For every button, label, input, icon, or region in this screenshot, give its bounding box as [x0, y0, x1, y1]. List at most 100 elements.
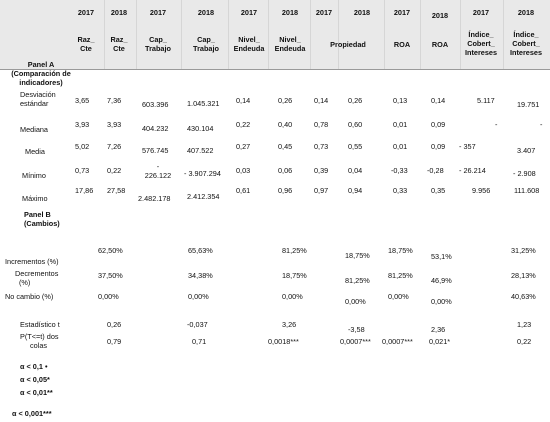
table-cell: 31,25% — [511, 246, 536, 255]
column-divider — [384, 0, 385, 69]
header-divider — [0, 69, 550, 70]
table-cell: 0,97 — [314, 186, 329, 195]
table-cell: 0,06 — [278, 166, 293, 175]
table-cell: 17,86 — [75, 186, 94, 195]
significance-legend-item: α < 0,1 • — [20, 362, 48, 371]
table-cell: 18,75% — [345, 251, 370, 260]
table-cell: 28,13% — [511, 271, 536, 280]
table-cell: 0,09 — [431, 142, 446, 151]
table-cell: 18,75% — [282, 271, 307, 280]
table-cell: 407.522 — [187, 146, 214, 155]
table-cell: 3,65 — [75, 96, 90, 105]
row-label: Mediana — [20, 125, 48, 134]
year-header: 2017 — [472, 8, 490, 17]
table-cell: 0,04 — [348, 166, 363, 175]
table-cell: 0,01 — [393, 120, 408, 129]
column-header-nivel-endeuda: Nivel_ Endeuda — [274, 35, 306, 53]
year-header: 2018 — [517, 8, 535, 17]
table-cell: 27,58 — [107, 186, 126, 195]
table-cell: 430.104 — [187, 124, 214, 133]
table-cell: 576.745 — [142, 146, 169, 155]
table-cell: 0,94 — [348, 186, 363, 195]
table-cell: 0,0007*** — [340, 337, 371, 346]
year-header: 2018 — [431, 11, 449, 20]
table-cell: 0,26 — [348, 96, 363, 105]
table-cell: 0,96 — [278, 186, 293, 195]
table-cell: 3,26 — [282, 320, 297, 329]
table-cell: 111.608 — [514, 186, 540, 195]
column-header-cap-trabajo: Cap_ Trabajo — [145, 35, 171, 53]
column-header-roa: ROA — [393, 40, 411, 49]
table-cell: 40,63% — [511, 292, 536, 301]
row-label: No cambio (%) — [5, 292, 54, 301]
table-cell: 0,00% — [388, 292, 409, 301]
table-cell: 0,14 — [314, 96, 329, 105]
year-header: 2018 — [197, 8, 215, 17]
table-cell: 0,22 — [107, 166, 122, 175]
table-cell: 37,50% — [98, 271, 123, 280]
column-header-indice-cobert: Índice_ Cobert_ Intereses — [464, 30, 498, 57]
column-divider — [181, 0, 182, 69]
row-label: Máximo — [22, 194, 48, 203]
column-divider — [228, 0, 229, 69]
table-cell: 18,75% — [388, 246, 413, 255]
significance-legend-item: α < 0,01** — [20, 388, 53, 397]
table-cell: 0,22 — [517, 337, 532, 346]
row-label: P(T<=t) dos colas — [20, 332, 59, 350]
table-cell: - 357 — [459, 142, 476, 151]
column-divider — [104, 0, 105, 69]
table-cell: 0,60 — [348, 120, 363, 129]
table-cell: 0,0018*** — [268, 337, 299, 346]
table-cell: 34,38% — [188, 271, 213, 280]
table-cell: 0,03 — [236, 166, 251, 175]
table-cell: 2,36 — [431, 325, 446, 334]
table-cell: 0,00% — [345, 297, 366, 306]
table-cell: 1,23 — [517, 320, 532, 329]
table-cell: 0,33 — [393, 186, 408, 195]
table-cell: 7,36 — [107, 96, 122, 105]
year-header: 2017 — [393, 8, 411, 17]
table-cell: - — [495, 120, 498, 129]
panel-a-title: Panel A (Comparación de indicadores) — [11, 60, 71, 87]
table-cell: 0,40 — [278, 120, 293, 129]
table-cell: 0,00% — [98, 292, 119, 301]
table-cell: 0,00% — [282, 292, 303, 301]
table-cell: 0,71 — [192, 337, 207, 346]
table-cell: 0,45 — [278, 142, 293, 151]
column-header-raz-cte: Raz_ Cte — [77, 35, 95, 53]
column-divider — [460, 0, 461, 69]
table-cell: -0,28 — [427, 166, 444, 175]
table-cell: 0,55 — [348, 142, 363, 151]
column-header-raz-cte: Raz_ Cte — [110, 35, 128, 53]
table-cell: 0,01 — [393, 142, 408, 151]
column-header-indice-cobert: Índice_ Cobert_ Intereses — [509, 30, 543, 57]
table-cell: - 26.214 — [459, 166, 486, 175]
table-cell: 9.956 — [472, 186, 491, 195]
row-label: Incrementos (%) — [5, 257, 59, 266]
table-cell: - — [540, 120, 543, 129]
table-cell: 53,1% — [431, 252, 452, 261]
column-divider — [310, 0, 311, 69]
table-cell: 19.751 — [517, 100, 540, 109]
table-cell: 0,00% — [431, 297, 452, 306]
table-cell: 81,25% — [282, 246, 307, 255]
year-header: 2017 — [315, 8, 333, 17]
year-header: 2017 — [149, 8, 167, 17]
significance-legend-item: α < 0,05* — [20, 375, 50, 384]
table-cell: - 226.122 — [144, 162, 172, 180]
row-label: Decrementos (%) — [15, 269, 59, 287]
significance-legend-item: α < 0,001*** — [12, 409, 52, 418]
column-divider — [268, 0, 269, 69]
table-cell: 7,26 — [107, 142, 122, 151]
table-cell: 81,25% — [345, 276, 370, 285]
column-divider — [136, 0, 137, 69]
table-cell: 0,00% — [188, 292, 209, 301]
table-cell: 0,0007*** — [382, 337, 413, 346]
table-cell: 65,63% — [188, 246, 213, 255]
table-cell: 3,93 — [75, 120, 90, 129]
table-cell: 0,14 — [236, 96, 251, 105]
table-cell: 603.396 — [142, 100, 169, 109]
row-label: Mínimo — [22, 171, 46, 180]
table-cell: 0,39 — [314, 166, 329, 175]
